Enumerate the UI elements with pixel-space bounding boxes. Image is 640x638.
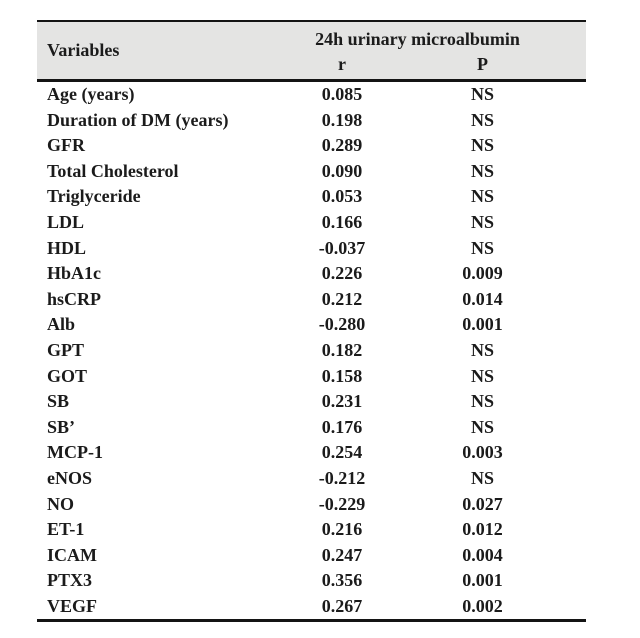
r-value-cell: 0.267 (321, 595, 363, 616)
table-row: Age (years) 0.085 NS (37, 81, 586, 108)
p-value-cell: 0.027 (462, 493, 503, 514)
header-row-group: Variables 24h urinary microalbumin (37, 21, 586, 60)
p-value-cell: 0.001 (462, 570, 503, 591)
variable-cell: Duration of DM (years) (47, 109, 229, 130)
r-value-cell: 0.231 (321, 391, 363, 412)
variable-cell: GPT (47, 339, 85, 360)
r-value-cell: 0.090 (321, 160, 363, 181)
p-value-cell: NS (471, 416, 495, 437)
r-value-cell: 0.289 (321, 135, 363, 156)
table-row: NO -0.229 0.027 (37, 492, 586, 518)
table-row: GFR 0.289 NS (37, 133, 586, 159)
r-value-cell: -0.280 (318, 314, 366, 335)
r-value-cell: 0.176 (321, 416, 363, 437)
variable-cell: Total Cholesterol (47, 160, 179, 181)
table-row: Total Cholesterol 0.090 NS (37, 159, 586, 185)
variable-cell: GOT (47, 365, 88, 386)
variable-cell: Alb (47, 314, 76, 335)
table-row: HbA1c 0.226 0.009 (37, 261, 586, 287)
variable-cell: eNOS (47, 467, 92, 488)
p-value-cell: 0.002 (462, 595, 503, 616)
variable-cell: ET-1 (47, 519, 85, 540)
table-row: VEGF 0.267 0.002 (37, 594, 586, 621)
table-row: hsCRP 0.212 0.014 (37, 287, 586, 313)
table-row: SB’ 0.176 NS (37, 415, 586, 441)
variable-cell: GFR (47, 135, 85, 156)
r-value-cell: 0.053 (321, 186, 363, 207)
group-column-header: 24h urinary microalbumin (315, 29, 520, 49)
variable-cell: Age (years) (47, 84, 135, 104)
variables-column-header: Variables (47, 40, 120, 60)
table-row: GPT 0.182 NS (37, 338, 586, 364)
variable-cell: HbA1c (47, 263, 101, 284)
table-row: LDL 0.166 NS (37, 210, 586, 236)
variable-cell: MCP-1 (47, 442, 103, 463)
table-row: Triglyceride 0.053 NS (37, 184, 586, 210)
p-value-cell: NS (471, 365, 495, 386)
r-value-cell: 0.247 (321, 544, 363, 565)
table-row: MCP-1 0.254 0.003 (37, 440, 586, 466)
variable-cell: SB’ (47, 416, 76, 437)
p-value-cell: NS (471, 160, 495, 181)
p-value-cell: 0.004 (462, 544, 503, 565)
table-row: ET-1 0.216 0.012 (37, 517, 586, 543)
table-row: SB 0.231 NS (37, 389, 586, 415)
correlation-table-wrap: Variables 24h urinary microalbumin r P A… (37, 20, 587, 623)
r-value-cell: 0.198 (321, 109, 363, 130)
table-row: Alb -0.280 0.001 (37, 312, 586, 338)
variable-cell: hsCRP (47, 288, 102, 309)
p-column-header: P (477, 54, 488, 74)
variable-cell: HDL (47, 237, 87, 258)
r-value-cell: 0.216 (321, 519, 363, 540)
p-value-cell: NS (471, 186, 495, 207)
r-value-cell: 0.356 (321, 570, 363, 591)
variable-cell: PTX3 (47, 570, 92, 591)
variable-cell: ICAM (47, 544, 97, 565)
table-row: ICAM 0.247 0.004 (37, 543, 586, 569)
table-body: Age (years) 0.085 NS Duration of DM (yea… (37, 81, 586, 621)
table-row: Duration of DM (years) 0.198 NS (37, 108, 586, 134)
correlation-table: Variables 24h urinary microalbumin r P A… (37, 20, 587, 623)
r-value-cell: 0.085 (321, 84, 363, 104)
r-value-cell: -0.212 (318, 467, 366, 488)
p-value-cell: 0.003 (462, 442, 503, 463)
table-header: Variables 24h urinary microalbumin r P (37, 21, 587, 81)
p-value-cell: NS (471, 109, 495, 130)
p-value-cell: NS (471, 211, 495, 232)
table-row: HDL -0.037 NS (37, 236, 586, 262)
table-row: GOT 0.158 NS (37, 364, 586, 390)
variable-cell: SB (47, 391, 70, 412)
variable-cell: NO (47, 493, 74, 514)
p-value-cell: NS (471, 467, 495, 488)
header-row-sub: r P (37, 53, 586, 81)
r-column-header: r (338, 54, 346, 74)
p-value-cell: 0.014 (462, 288, 503, 309)
p-value-cell: 0.012 (462, 519, 503, 540)
variable-cell: LDL (47, 211, 85, 232)
table-row: eNOS -0.212 NS (37, 466, 586, 492)
p-value-cell: NS (471, 135, 495, 156)
r-value-cell: 0.158 (321, 365, 363, 386)
p-value-cell: NS (471, 339, 495, 360)
r-value-cell: -0.037 (318, 237, 366, 258)
r-value-cell: 0.166 (321, 211, 363, 232)
table-row: PTX3 0.356 0.001 (37, 568, 586, 594)
p-value-cell: NS (471, 237, 495, 258)
r-value-cell: 0.212 (321, 288, 363, 309)
r-value-cell: -0.229 (318, 493, 366, 514)
r-value-cell: 0.254 (321, 442, 363, 463)
p-value-cell: NS (471, 391, 495, 412)
p-value-cell: 0.009 (462, 263, 503, 284)
p-value-cell: NS (471, 84, 495, 104)
variable-cell: VEGF (47, 595, 98, 616)
variable-cell: Triglyceride (47, 186, 141, 207)
r-value-cell: 0.226 (321, 263, 363, 284)
r-value-cell: 0.182 (321, 339, 363, 360)
p-value-cell: 0.001 (462, 314, 503, 335)
